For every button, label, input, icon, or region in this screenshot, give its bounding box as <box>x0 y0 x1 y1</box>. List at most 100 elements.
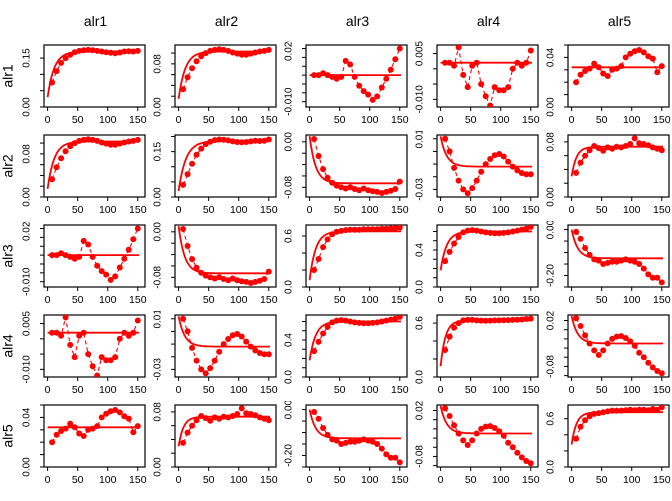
data-point <box>189 160 196 167</box>
x-tick-label: 0 <box>307 474 313 486</box>
data-point <box>460 71 467 78</box>
data-point <box>640 406 647 413</box>
data-point <box>112 407 119 413</box>
data-point <box>622 407 629 414</box>
data-point <box>442 258 449 265</box>
data-point <box>654 69 661 76</box>
x-tick-label: 0 <box>176 474 182 486</box>
x-tick-label: 100 <box>99 114 117 126</box>
series-points <box>49 407 141 446</box>
data-point <box>320 330 327 337</box>
panel-alr4-alr3: 0.0 0.4 0 50 100 150 <box>278 311 409 401</box>
data-point <box>261 276 268 282</box>
data-point <box>121 48 128 55</box>
data-point <box>134 317 141 324</box>
data-point <box>464 190 471 197</box>
plot-canvas: 0.00 0.04 0 50 100 150 <box>546 44 671 126</box>
data-point <box>645 407 652 414</box>
data-point <box>387 454 394 461</box>
data-point <box>256 277 263 284</box>
plot-canvas: 0.0 0.6 0 50 100 150 <box>415 314 540 396</box>
data-point <box>76 253 83 260</box>
data-point <box>134 136 141 143</box>
data-point <box>636 47 643 53</box>
data-point <box>451 240 458 247</box>
data-point <box>582 68 589 74</box>
y-tick-label: 0.04 <box>546 47 557 67</box>
data-point <box>586 413 593 420</box>
data-point <box>324 431 331 438</box>
data-point <box>356 437 363 444</box>
data-point <box>618 63 625 70</box>
col-header-label: alr4 <box>476 12 501 29</box>
y-tick-label: 0.0 <box>415 370 426 384</box>
data-point <box>347 438 354 445</box>
data-point <box>71 255 78 262</box>
data-point <box>107 141 114 148</box>
data-point <box>622 54 629 61</box>
data-point <box>374 441 381 447</box>
data-point <box>613 143 620 150</box>
y-tick-label: 0.00 <box>22 97 33 117</box>
panel-alr4-alr5: -0.08 0.02 0 50 100 150 <box>540 310 671 401</box>
x-tick-label: 0 <box>438 204 444 216</box>
data-point <box>229 332 236 339</box>
series-points <box>311 45 403 103</box>
col-header-label: alr3 <box>345 12 370 29</box>
data-point <box>216 274 223 281</box>
data-point <box>654 406 661 413</box>
data-point <box>125 246 132 253</box>
data-point <box>649 55 656 62</box>
data-point <box>360 88 367 95</box>
data-point <box>351 73 358 80</box>
data-point <box>89 363 96 370</box>
data-point <box>365 226 372 233</box>
panel-alr3-alr2: -0.08 0.00 0 50 100 150 <box>147 221 278 311</box>
data-point <box>98 268 105 275</box>
data-point <box>523 225 530 232</box>
data-point <box>527 47 534 54</box>
data-point <box>234 411 241 417</box>
data-point <box>315 256 322 262</box>
x-tick-label: 150 <box>260 204 278 216</box>
plot-canvas: 0.00 0.08 0 50 100 150 <box>153 44 278 126</box>
data-point <box>613 65 620 72</box>
data-point <box>618 144 625 151</box>
data-point <box>595 410 602 417</box>
x-tick-label: 100 <box>99 474 117 486</box>
data-point <box>220 413 227 420</box>
data-point <box>604 408 611 415</box>
data-point <box>392 315 399 322</box>
data-point <box>225 137 232 144</box>
data-point <box>446 413 453 419</box>
data-point <box>383 225 390 232</box>
data-point <box>460 437 467 444</box>
data-point <box>577 423 584 430</box>
plot-box <box>174 44 277 108</box>
x-tick-label: 0 <box>438 294 444 306</box>
data-point <box>329 231 336 238</box>
data-point <box>378 445 385 452</box>
data-point <box>360 185 367 192</box>
plot-canvas: -0.08 0.00 0 50 100 150 <box>284 132 409 216</box>
data-point <box>618 407 625 414</box>
x-tick-label: 150 <box>653 384 671 396</box>
data-point <box>247 50 254 57</box>
data-point <box>202 141 209 148</box>
panel-alr2-alr5: 0.00 0.08 0 50 100 150 <box>540 131 671 221</box>
plot-canvas: -0.010 0.005 0 50 100 150 <box>22 311 147 396</box>
data-point <box>229 275 236 282</box>
data-point <box>396 225 403 231</box>
data-point <box>49 79 56 86</box>
data-point <box>396 459 403 466</box>
data-point <box>387 316 394 323</box>
data-point <box>442 135 449 142</box>
series-points <box>573 405 665 442</box>
data-point <box>265 417 272 424</box>
panel-alr4-alr2: -0.03 0.01 0 50 100 150 <box>147 309 278 401</box>
data-point <box>518 226 525 233</box>
data-point <box>586 65 593 72</box>
panel-alr5-alr5: 0.0 0.6 0 50 100 150 <box>540 401 671 491</box>
data-point <box>85 241 92 248</box>
data-point <box>383 451 390 458</box>
